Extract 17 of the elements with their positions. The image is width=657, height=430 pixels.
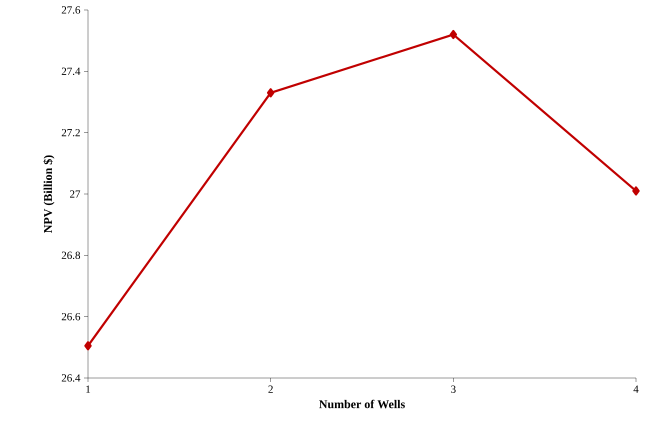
point [84,341,92,350]
y-axis-title: NPV (Billion $) [43,155,54,233]
y-tick-label: 27.2 [62,128,80,136]
y-tick-label: 26.8 [62,252,80,260]
y-tick-label: 26.6 [62,312,80,320]
point [450,30,458,40]
y-tick-label: 26.4 [62,374,80,382]
y-tick-label: 27.6 [62,6,80,14]
x-tick-label: 1 [86,386,90,393]
x-tick-label: 2 [268,386,273,393]
x-axis-title: Number of Wells [319,400,405,408]
y-tick-label: 27 [70,190,80,198]
x-tick-label: 4 [633,386,639,393]
x-tick-label: 3 [451,386,456,393]
point [266,88,274,98]
point [632,186,640,196]
y-tick-label: 27.4 [62,68,80,76]
